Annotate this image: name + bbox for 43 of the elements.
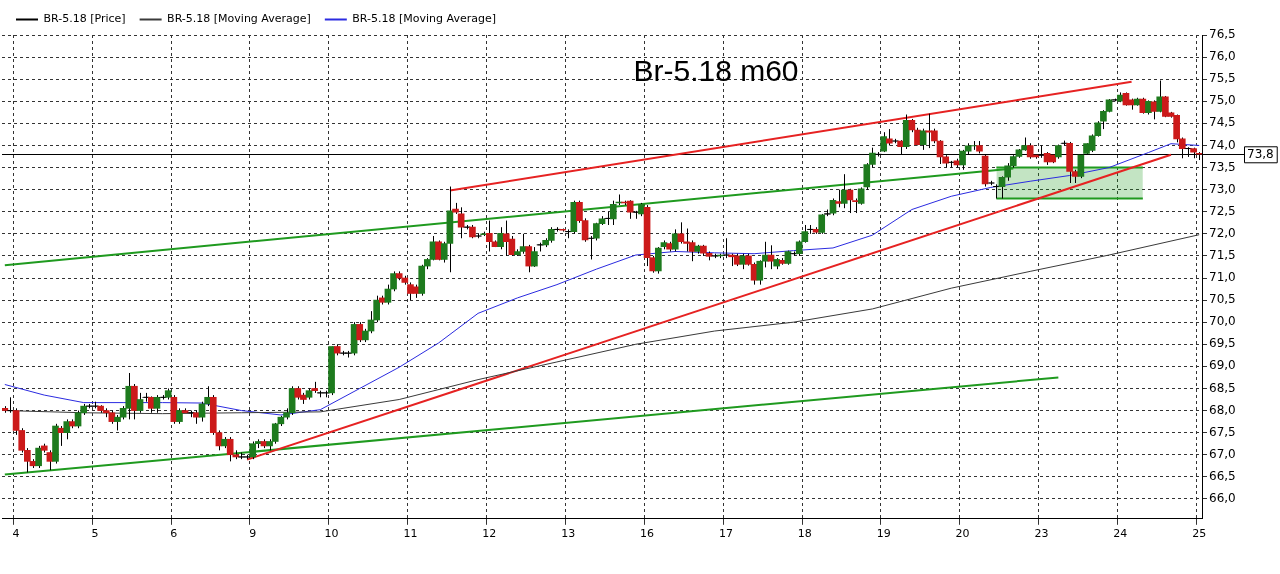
x-tick-label: 23 — [1034, 527, 1049, 541]
y-tick-label: 72,0 — [1209, 225, 1236, 240]
y-tick-label: 75,5 — [1209, 71, 1236, 86]
x-tick-label: 9 — [249, 527, 257, 541]
y-tick-label: 66,0 — [1209, 491, 1236, 506]
x-tick-label: 16 — [640, 527, 655, 541]
x-tick-label: 12 — [482, 527, 497, 541]
legend-label: BR-5.18 [Moving Average] — [352, 12, 497, 26]
x-tick-label: 20 — [955, 527, 970, 541]
y-tick-label: 67,0 — [1209, 446, 1236, 461]
legend-label: BR-5.18 [Moving Average] — [167, 12, 311, 26]
legend-label: BR-5.18 [Price] — [43, 12, 126, 26]
x-tick-label: 11 — [403, 527, 418, 541]
y-tick-label: 69,5 — [1209, 336, 1236, 351]
y-tick-label: 70,5 — [1209, 292, 1236, 307]
x-tick-label: 13 — [561, 527, 576, 541]
y-tick-label: 76,5 — [1209, 27, 1236, 42]
y-tick-label: 76,0 — [1209, 49, 1236, 64]
y-tick-label: 68,0 — [1209, 402, 1236, 417]
y-tick-label: 66,5 — [1209, 468, 1236, 483]
y-tick-label: 68,5 — [1209, 380, 1236, 395]
x-tick-label: 10 — [324, 527, 339, 541]
y-tick-label: 75,0 — [1209, 93, 1236, 108]
x-tick-label: 24 — [1113, 527, 1128, 541]
y-tick-label: 67,5 — [1209, 424, 1236, 439]
x-tick-label: 18 — [797, 527, 812, 541]
x-tick-label: 17 — [718, 527, 733, 541]
y-tick-label: 73,5 — [1209, 159, 1236, 174]
ref-line-label: 73,8 — [1247, 147, 1274, 162]
y-tick-label: 69,0 — [1209, 358, 1236, 373]
x-tick-label: 6 — [170, 527, 178, 541]
y-tick-label: 72,5 — [1209, 203, 1236, 218]
x-tick-label: 4 — [12, 527, 20, 541]
x-tick-label: 19 — [876, 527, 891, 541]
y-tick-label: 71,0 — [1209, 270, 1236, 285]
y-tick-label: 70,0 — [1209, 314, 1236, 329]
y-tick-label: 71,5 — [1209, 248, 1236, 263]
y-tick-label: 74,0 — [1209, 137, 1236, 152]
y-tick-label: 74,5 — [1209, 115, 1236, 130]
x-tick-label: 25 — [1192, 527, 1207, 541]
text: Br-5.18 m60 — [633, 54, 799, 88]
y-tick-label: 73,0 — [1209, 181, 1236, 196]
x-tick-label: 5 — [91, 527, 99, 541]
